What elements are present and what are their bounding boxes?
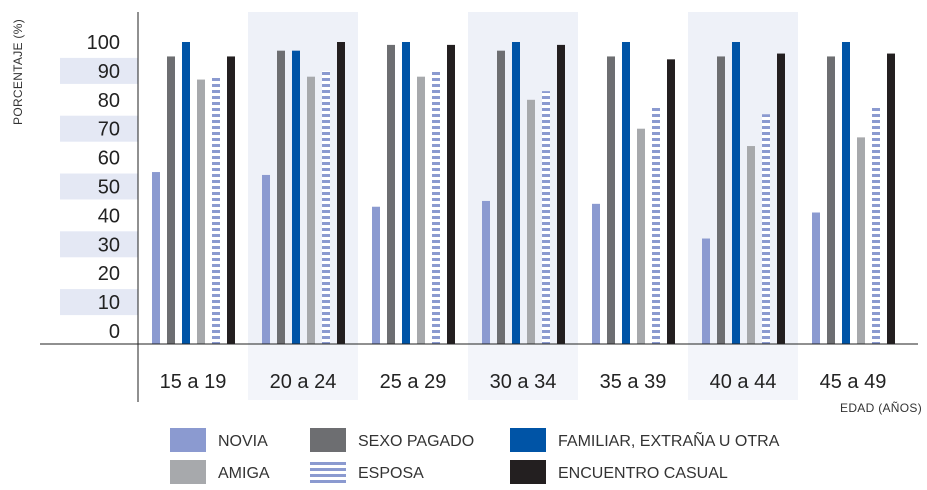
bar-amiga-20-a-24 <box>307 76 315 345</box>
x-axis-title: EDAD (AÑOS) <box>840 401 922 415</box>
bar-novia-35-a-39 <box>592 203 600 344</box>
y-tick-label-20: 20 <box>98 263 120 285</box>
y-tick-label-100: 100 <box>87 32 120 54</box>
y-tick-label-70: 70 <box>98 119 120 141</box>
y-band-90 <box>60 57 138 84</box>
bar-sexo-pagado-30-a-34 <box>497 50 505 345</box>
bar-familiar-extrana-u-otra-25-a-29 <box>402 42 410 344</box>
y-band-50 <box>60 173 138 200</box>
legend-item-amiga: AMIGA <box>170 460 270 484</box>
bar-amiga-45-a-49 <box>857 137 865 344</box>
legend-item-sexo-pagado: SEXO PAGADO <box>310 428 474 452</box>
x-tick-label-30-a-34: 30 a 34 <box>490 371 557 393</box>
y-tick-label-30: 30 <box>98 234 120 256</box>
bar-esposa-20-a-24 <box>322 70 330 345</box>
x-band-label-40-a-44 <box>688 344 798 400</box>
bar-amiga-35-a-39 <box>637 128 645 344</box>
legend-item-familiar-extrana-u-otra: FAMILIAR, EXTRAÑA U OTRA <box>510 428 780 452</box>
y-tick-label-90: 90 <box>98 61 120 83</box>
legend-swatch-encuentro-casual <box>510 460 546 484</box>
bar-sexo-pagado-40-a-44 <box>717 56 725 344</box>
bar-familiar-extrana-u-otra-35-a-39 <box>622 42 630 344</box>
legend-label-familiar-extrana-u-otra: FAMILIAR, EXTRAÑA U OTRA <box>558 430 780 450</box>
bar-encuentro-casual-15-a-19 <box>227 56 235 344</box>
legend-swatch-familiar-extrana-u-otra <box>510 428 546 452</box>
bar-encuentro-casual-35-a-39 <box>667 59 675 345</box>
y-tick-label-80: 80 <box>98 90 120 112</box>
x-tick-label-45-a-49: 45 a 49 <box>820 371 887 393</box>
bar-amiga-25-a-29 <box>417 76 425 345</box>
bars-layer <box>152 42 895 345</box>
y-band-30 <box>60 231 138 258</box>
bar-novia-15-a-19 <box>152 172 160 344</box>
y-tick-label-40: 40 <box>98 205 120 227</box>
axes-layer <box>40 12 918 402</box>
legend-label-sexo-pagado: SEXO PAGADO <box>358 433 474 450</box>
bar-sexo-pagado-20-a-24 <box>277 50 285 345</box>
y-band-70 <box>60 115 138 142</box>
legend-swatch-esposa <box>310 460 346 484</box>
legend-label-amiga: AMIGA <box>218 465 270 482</box>
legend-label-esposa: ESPOSA <box>358 465 424 482</box>
x-tick-label-35-a-39: 35 a 39 <box>600 371 667 393</box>
x-tick-label-25-a-29: 25 a 29 <box>380 371 447 393</box>
y-band-10 <box>60 289 138 316</box>
x-tick-label-40-a-44: 40 a 44 <box>710 371 777 393</box>
tick-labels-layer: 0 10 20 30 40 50 60 70 80 90 100 15 a 19 20 a 24 25 a… <box>87 32 887 393</box>
bar-amiga-40-a-44 <box>747 146 755 344</box>
x-band-label-20-a-24 <box>248 344 358 400</box>
bar-familiar-extrana-u-otra-20-a-24 <box>292 50 300 345</box>
legend-item-novia: NOVIA <box>170 428 268 452</box>
legend: NOVIA SEXO PAGADO FAMILIAR, EXTRAÑA U OTRA… <box>170 428 780 484</box>
bar-sexo-pagado-15-a-19 <box>167 56 175 344</box>
bar-esposa-25-a-29 <box>432 70 440 345</box>
x-band-label-30-a-34 <box>468 344 578 400</box>
bar-esposa-45-a-49 <box>872 105 880 344</box>
y-tick-label-10: 10 <box>98 292 120 314</box>
bar-novia-25-a-29 <box>372 206 380 344</box>
bar-esposa-30-a-34 <box>542 91 550 344</box>
bar-novia-20-a-24 <box>262 174 270 344</box>
bar-esposa-35-a-39 <box>652 105 660 344</box>
legend-label-novia: NOVIA <box>218 433 268 450</box>
y-tick-label-50: 50 <box>98 177 120 199</box>
legend-swatch-sexo-pagado <box>310 428 346 452</box>
bar-encuentro-casual-20-a-24 <box>337 42 345 344</box>
bar-sexo-pagado-45-a-49 <box>827 56 835 344</box>
x-tick-label-20-a-24: 20 a 24 <box>270 371 337 393</box>
y-tick-label-60: 60 <box>98 148 120 170</box>
bar-familiar-extrana-u-otra-45-a-49 <box>842 42 850 344</box>
bar-esposa-15-a-19 <box>212 76 220 345</box>
x-tick-label-15-a-19: 15 a 19 <box>160 371 227 393</box>
bar-sexo-pagado-35-a-39 <box>607 56 615 344</box>
legend-swatch-novia <box>170 428 206 452</box>
bar-amiga-30-a-34 <box>527 99 535 344</box>
bar-encuentro-casual-30-a-34 <box>557 44 565 344</box>
legend-swatch-amiga <box>170 460 206 484</box>
bar-sexo-pagado-25-a-29 <box>387 44 395 344</box>
legend-label-encuentro-casual: ENCUENTRO CASUAL <box>558 465 728 482</box>
y-axis-title: PORCENTAJE (%) <box>11 19 25 125</box>
bar-novia-30-a-34 <box>482 200 490 344</box>
bar-novia-40-a-44 <box>702 238 710 344</box>
bar-encuentro-casual-25-a-29 <box>447 44 455 344</box>
bar-familiar-extrana-u-otra-30-a-34 <box>512 42 520 344</box>
bar-esposa-40-a-44 <box>762 114 770 344</box>
legend-item-esposa: ESPOSA <box>310 460 424 484</box>
y-tick-label-0: 0 <box>109 321 120 343</box>
bar-encuentro-casual-45-a-49 <box>887 53 895 345</box>
bar-familiar-extrana-u-otra-15-a-19 <box>182 42 190 344</box>
legend-item-encuentro-casual: ENCUENTRO CASUAL <box>510 460 728 484</box>
bar-familiar-extrana-u-otra-40-a-44 <box>732 42 740 344</box>
bar-amiga-15-a-19 <box>197 79 205 344</box>
bar-encuentro-casual-40-a-44 <box>777 53 785 345</box>
bar-novia-45-a-49 <box>812 212 820 344</box>
